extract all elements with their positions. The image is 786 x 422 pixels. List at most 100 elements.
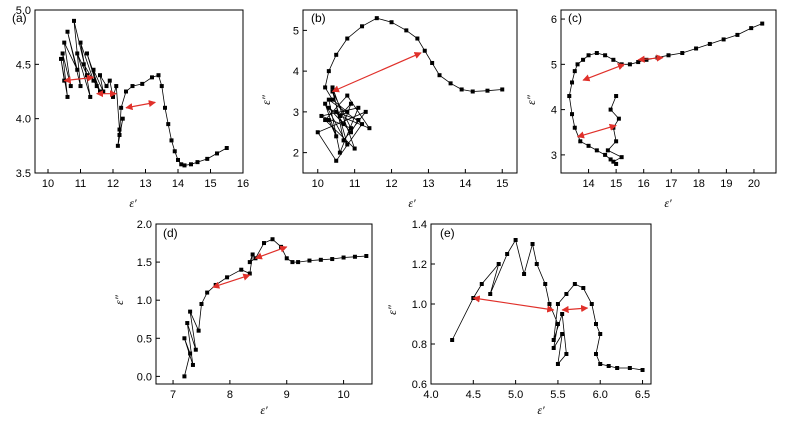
data-point: [307, 258, 312, 263]
data-point: [65, 94, 70, 99]
data-point: [119, 105, 124, 110]
data-point: [156, 73, 161, 78]
data-point: [615, 366, 620, 370]
data-point: [185, 321, 190, 326]
data-point: [543, 282, 548, 286]
x-tick-label: 4.5: [466, 389, 481, 401]
data-point: [334, 134, 339, 139]
data-point: [101, 89, 106, 94]
x-tick-label: 6.5: [635, 389, 650, 401]
data-point: [169, 138, 174, 143]
data-point: [415, 36, 420, 41]
data-point: [356, 105, 361, 110]
data-point: [318, 257, 323, 262]
x-tick-label: 6.0: [593, 389, 608, 401]
y-tick-label: 1.5: [137, 257, 152, 269]
data-point: [496, 262, 501, 266]
data-point: [330, 257, 335, 262]
data-point: [326, 97, 331, 102]
data-point: [315, 130, 320, 135]
y-tick-label: 1.0: [137, 295, 152, 307]
data-point: [589, 302, 594, 306]
x-tick-label: 15: [496, 178, 508, 190]
data-point: [572, 69, 577, 74]
data-point: [348, 130, 353, 135]
y-tick-label: 6: [551, 14, 557, 26]
data-point: [81, 62, 86, 67]
x-tick-label: 18: [693, 178, 705, 190]
data-point: [348, 101, 353, 106]
panel-b-tag: (b): [311, 11, 326, 25]
y-tick-label: 3.5: [16, 168, 31, 180]
data-point: [666, 53, 671, 58]
data-point: [356, 118, 361, 123]
data-point: [166, 122, 171, 127]
x-tick-label: 14: [582, 178, 594, 190]
data-point: [196, 328, 201, 333]
data-point: [619, 155, 624, 160]
x-tick-label: 5.5: [550, 389, 565, 401]
data-point: [594, 322, 598, 326]
data-point: [334, 109, 339, 114]
y-tick-label: 4: [551, 105, 557, 117]
data-point: [334, 158, 339, 163]
data-point: [560, 312, 565, 316]
data-point: [85, 73, 89, 78]
panel-b: (b) ε′ ε″ 10 11 12 13 14 15 2 3 4 5: [259, 9, 518, 210]
panel-a: (a) ε′ 10 11 12 13 14 15 16 3.5 4.0 4.5 5.0: [12, 5, 249, 210]
panel-d-tag: (d): [163, 226, 178, 240]
data-point: [290, 260, 295, 265]
panel-b-xlabel: ε′: [408, 196, 416, 210]
x-tick-label: 16: [638, 178, 650, 190]
plot-frame: [155, 223, 373, 385]
data-point: [459, 87, 464, 92]
data-point: [78, 84, 83, 89]
data-point: [179, 162, 184, 167]
data-point: [195, 160, 200, 165]
data-point: [78, 40, 83, 45]
data-point: [75, 67, 80, 72]
data-point: [323, 118, 328, 123]
data-point: [176, 157, 180, 162]
data-point: [522, 272, 527, 276]
data-point: [551, 346, 556, 350]
x-tick-label: 20: [748, 178, 760, 190]
panel-e-tag: (e): [440, 226, 455, 240]
data-point: [323, 85, 328, 90]
double-arrow: [63, 74, 95, 84]
data-point: [360, 24, 365, 29]
data-point: [360, 122, 365, 127]
y-tick-label: 0.0: [137, 371, 152, 383]
data-point: [594, 148, 599, 153]
data-point: [505, 252, 510, 256]
data-point: [337, 113, 342, 118]
x-tick-label: 9: [284, 389, 290, 401]
data-point: [500, 87, 505, 92]
series-line: [568, 23, 763, 165]
data-point: [551, 338, 556, 342]
panel-a-tag: (a): [12, 11, 27, 25]
data-point: [270, 237, 275, 242]
data-point: [88, 94, 93, 99]
series-line: [60, 20, 227, 166]
data-point: [182, 336, 187, 341]
data-point: [570, 112, 575, 117]
double-arrow: [561, 304, 589, 314]
data-point: [450, 338, 455, 342]
y-tick-label: 1.4: [412, 219, 427, 231]
y-tick-label: 4.5: [16, 59, 31, 71]
data-point: [130, 84, 135, 89]
y-tick-label: 5: [551, 59, 557, 71]
data-point: [159, 84, 164, 89]
data-point: [352, 146, 357, 151]
data-point: [555, 322, 560, 326]
data-point: [404, 28, 409, 33]
data-point: [250, 252, 255, 257]
double-arrow: [254, 245, 288, 260]
data-point: [326, 69, 331, 74]
data-point: [330, 97, 335, 102]
data-point: [262, 241, 266, 246]
y-tick-label: 3: [293, 107, 299, 119]
x-tick-label: 5.0: [508, 389, 523, 401]
